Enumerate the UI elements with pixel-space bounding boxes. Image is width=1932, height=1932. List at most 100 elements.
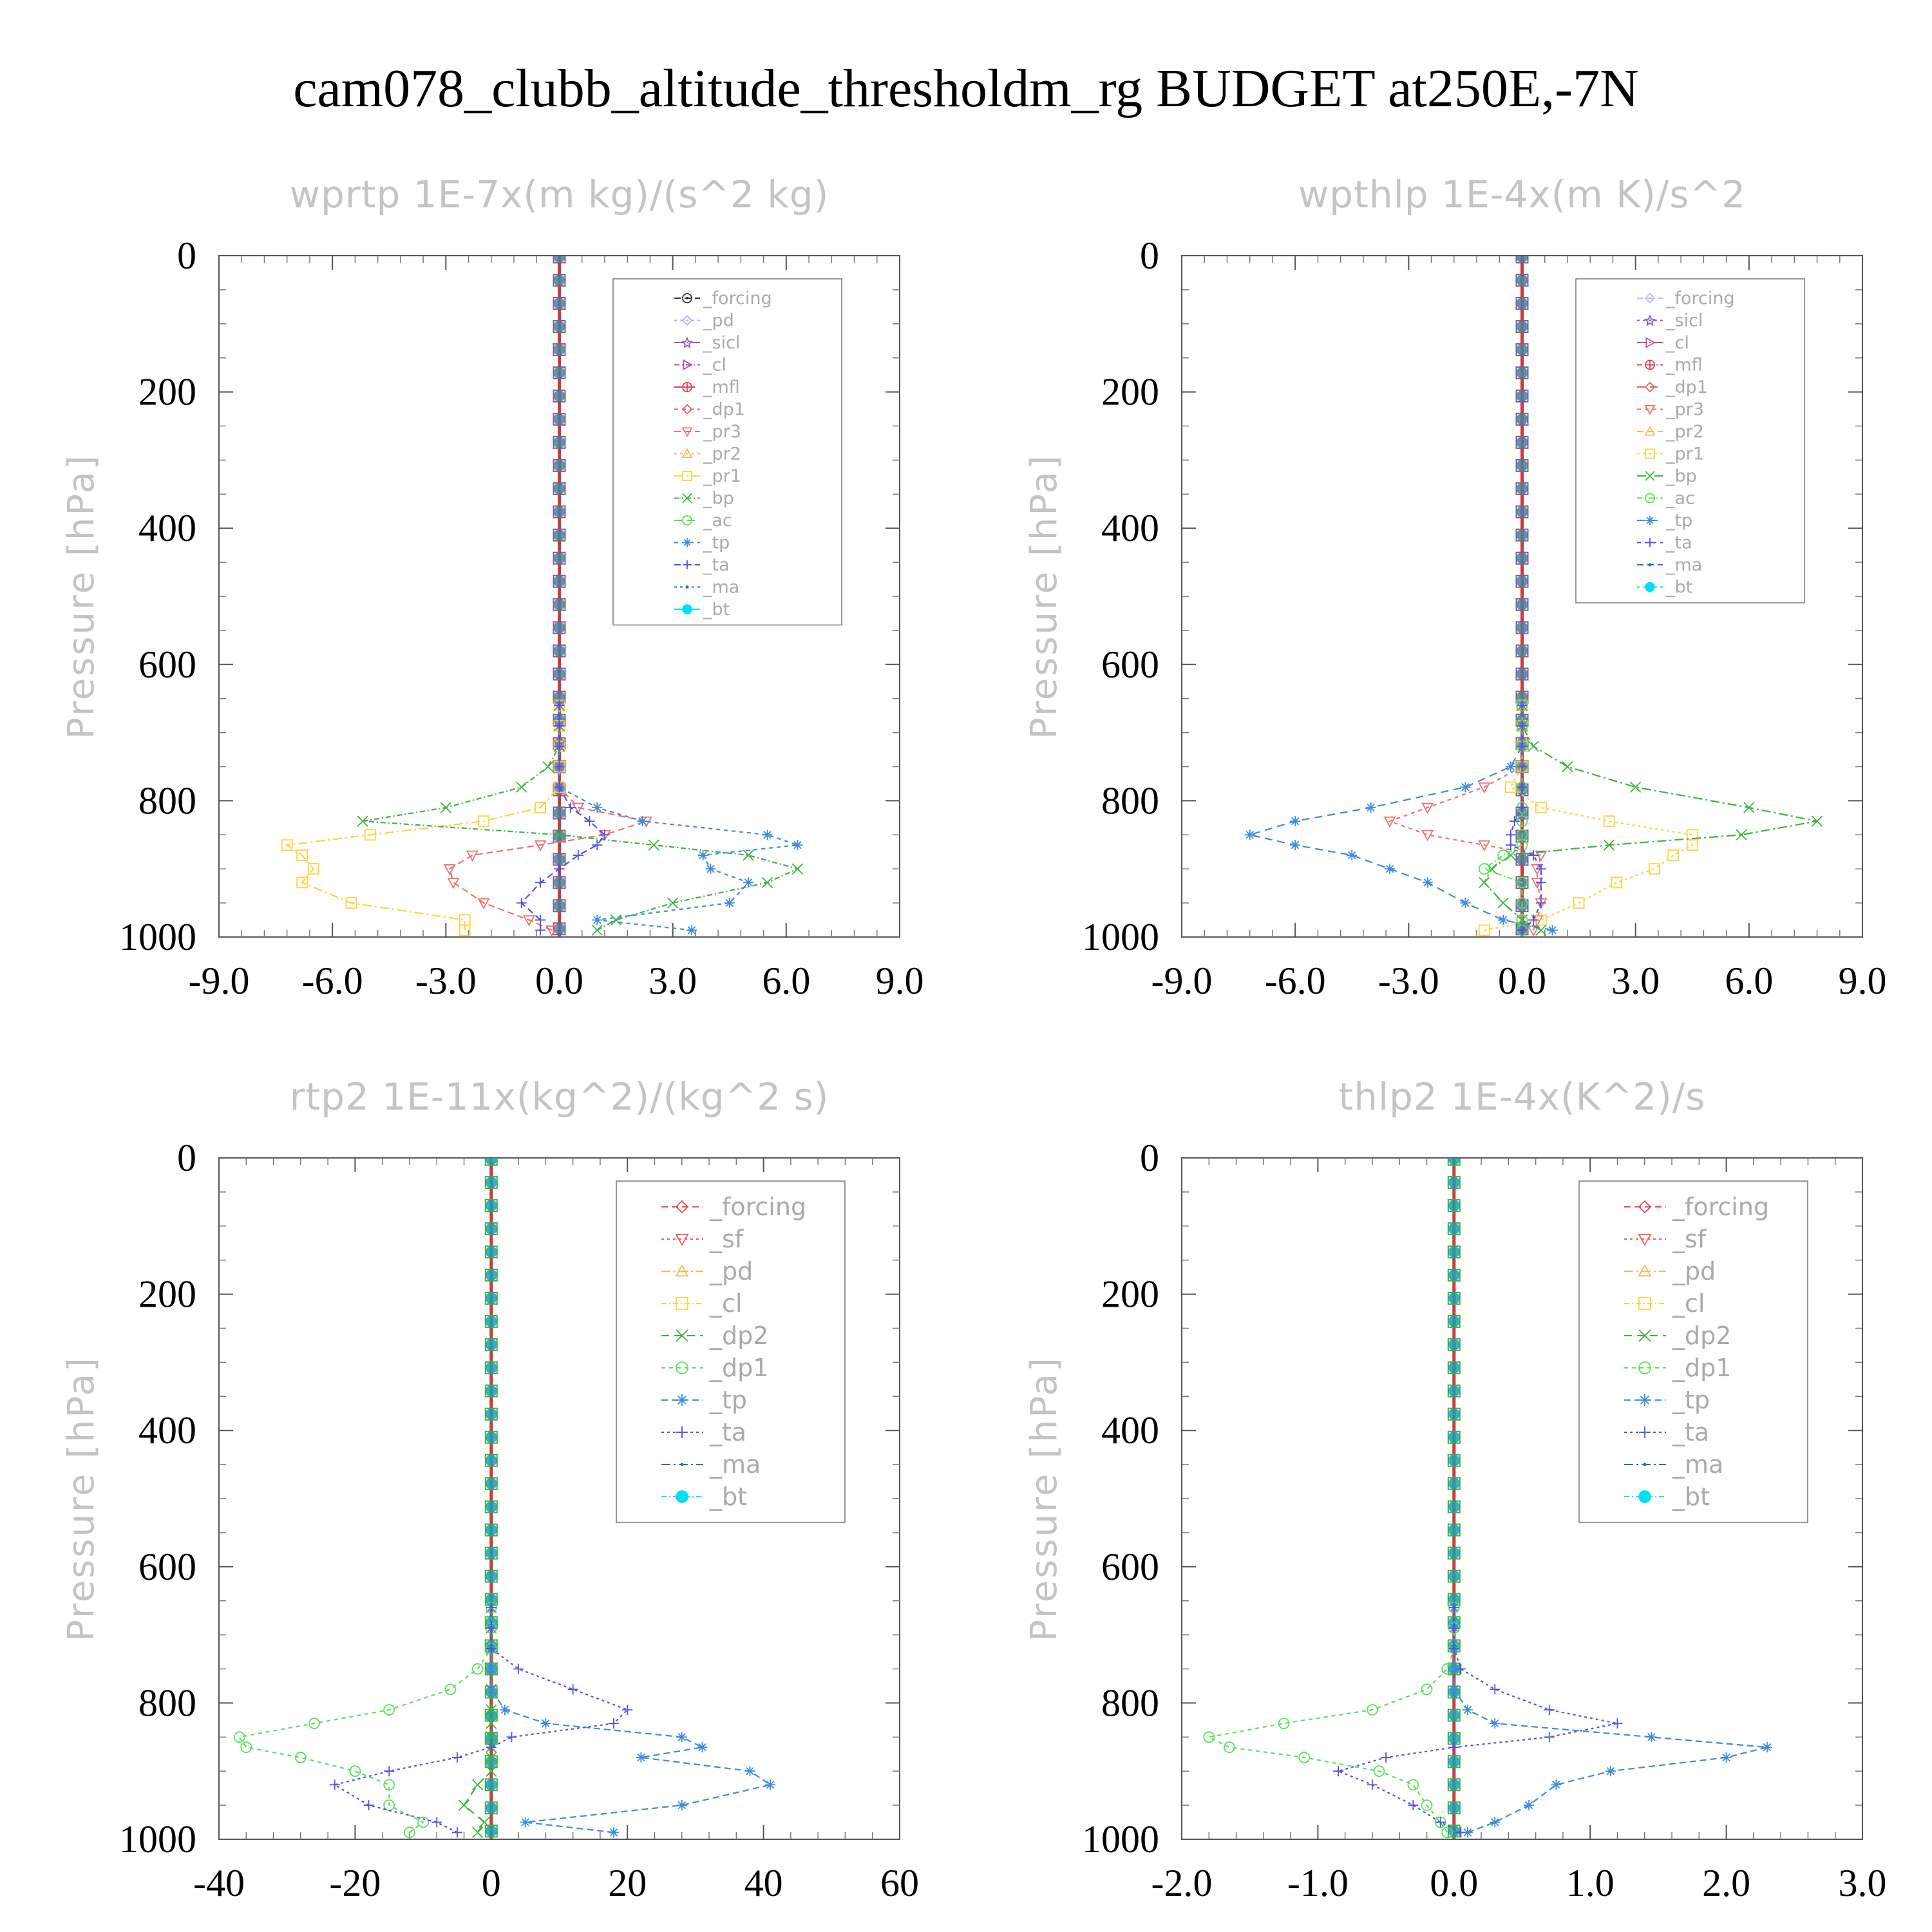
legend-entry: _cl bbox=[1637, 333, 1689, 353]
data-point bbox=[1524, 1800, 1535, 1811]
data-point bbox=[1603, 815, 1615, 828]
zero-marker bbox=[553, 413, 565, 425]
x-tick-label: -9.0 bbox=[189, 960, 250, 1002]
panel-title: thlp2 1E-4x(K^2)/s bbox=[1338, 1075, 1705, 1119]
data-point bbox=[1516, 897, 1528, 909]
zero-marker bbox=[1448, 1779, 1460, 1791]
data-point bbox=[458, 1799, 470, 1811]
x-tick-label: 2.0 bbox=[1702, 1862, 1750, 1904]
data-point bbox=[486, 1731, 497, 1743]
legend-label: _pr3 bbox=[1665, 400, 1704, 420]
data-point bbox=[1448, 1602, 1459, 1613]
zero-marker bbox=[485, 1547, 497, 1559]
data-point bbox=[1333, 1766, 1344, 1777]
legend-label: _ma bbox=[709, 1450, 761, 1479]
data-point bbox=[636, 1752, 647, 1763]
data-point bbox=[1460, 782, 1471, 793]
data-point bbox=[1367, 1704, 1378, 1716]
zero-marker bbox=[1448, 1292, 1460, 1304]
x-tick-label: -9.0 bbox=[1151, 960, 1213, 1002]
data-point bbox=[1407, 1779, 1419, 1791]
data-point bbox=[1203, 1731, 1215, 1743]
zero-marker bbox=[1448, 1408, 1460, 1420]
plot-area bbox=[281, 256, 804, 937]
data-point bbox=[1435, 1817, 1446, 1828]
data-point bbox=[554, 782, 565, 793]
legend-entry: _pr1 bbox=[674, 466, 741, 486]
data-point bbox=[364, 829, 376, 841]
data-point bbox=[1505, 840, 1516, 851]
data-point bbox=[296, 849, 308, 861]
legend-entry: _pr3 bbox=[1637, 400, 1704, 420]
zero-marker bbox=[1448, 1269, 1460, 1281]
data-point bbox=[1605, 1766, 1616, 1777]
zero-column bbox=[1447, 1158, 1461, 1839]
legend-marker bbox=[680, 1463, 684, 1466]
zero-marker bbox=[1516, 459, 1528, 471]
data-point bbox=[1517, 741, 1528, 752]
legend-label: _bt bbox=[1672, 1482, 1710, 1511]
series-ta bbox=[516, 700, 610, 936]
zero-marker bbox=[553, 598, 565, 611]
data-point bbox=[1408, 1800, 1419, 1811]
series-line bbox=[448, 705, 649, 931]
data-point bbox=[591, 924, 603, 936]
y-tick-label: 0 bbox=[1140, 1137, 1159, 1179]
legend-label: _ac bbox=[1665, 489, 1695, 509]
zero-marker bbox=[485, 1292, 497, 1304]
legend-label: _dp1 bbox=[1672, 1354, 1731, 1382]
data-point bbox=[1367, 1779, 1378, 1790]
data-point bbox=[1448, 1643, 1459, 1654]
legend-entry: _bp bbox=[1637, 466, 1697, 486]
zero-marker bbox=[485, 1593, 497, 1605]
data-point bbox=[1421, 802, 1434, 814]
series-line bbox=[1484, 705, 1693, 931]
zero-marker bbox=[485, 1269, 497, 1281]
legend-entry: _bt bbox=[661, 1482, 747, 1511]
legend-marker bbox=[1638, 1361, 1651, 1374]
legend-label: _pd bbox=[709, 1257, 753, 1285]
zero-marker bbox=[485, 1524, 497, 1536]
legend-label: _pr1 bbox=[1665, 444, 1704, 464]
zero-marker bbox=[1448, 1802, 1460, 1814]
legend-label: _mfl bbox=[1665, 355, 1703, 375]
data-point bbox=[1667, 849, 1680, 861]
zero-marker bbox=[485, 1802, 497, 1814]
data-point bbox=[486, 1765, 497, 1777]
legend-marker bbox=[676, 1394, 688, 1406]
zero-marker bbox=[1448, 1732, 1460, 1745]
legend-marker bbox=[1638, 1233, 1652, 1246]
data-point bbox=[744, 1766, 755, 1777]
data-point bbox=[472, 1779, 484, 1790]
legend-marker bbox=[675, 1264, 689, 1277]
data-point bbox=[1421, 1683, 1433, 1696]
zero-marker bbox=[485, 1200, 497, 1212]
legend-label: _ma bbox=[1665, 555, 1702, 575]
legend-marker bbox=[1644, 426, 1656, 436]
data-point bbox=[676, 1800, 687, 1811]
data-point bbox=[1373, 1765, 1385, 1777]
data-point bbox=[1448, 1623, 1459, 1634]
legend-label: _cl bbox=[709, 1289, 742, 1318]
legend-marker bbox=[1638, 1297, 1651, 1310]
data-point bbox=[1504, 781, 1517, 793]
legend-entry: _dp1 bbox=[661, 1354, 768, 1382]
y-tick-label: 200 bbox=[138, 1273, 196, 1316]
legend-entry: _ma bbox=[661, 1450, 761, 1479]
data-point bbox=[451, 1827, 462, 1838]
legend-entry: _cl bbox=[674, 355, 726, 375]
legend-label: _ta bbox=[1665, 533, 1692, 553]
data-point bbox=[609, 1827, 620, 1838]
legend-entry: _tp bbox=[674, 533, 730, 553]
zero-marker bbox=[485, 1477, 497, 1490]
legend-label: _bt bbox=[709, 1482, 747, 1511]
data-point bbox=[1455, 1827, 1466, 1838]
x-tick-label: -1.0 bbox=[1287, 1862, 1349, 1904]
data-point bbox=[1479, 876, 1490, 888]
data-point bbox=[622, 1704, 633, 1715]
data-point bbox=[486, 1602, 497, 1613]
zero-marker bbox=[553, 900, 565, 912]
data-point bbox=[1544, 1704, 1555, 1715]
zero-marker bbox=[1516, 552, 1528, 564]
y-tick-label: 800 bbox=[138, 1681, 196, 1724]
